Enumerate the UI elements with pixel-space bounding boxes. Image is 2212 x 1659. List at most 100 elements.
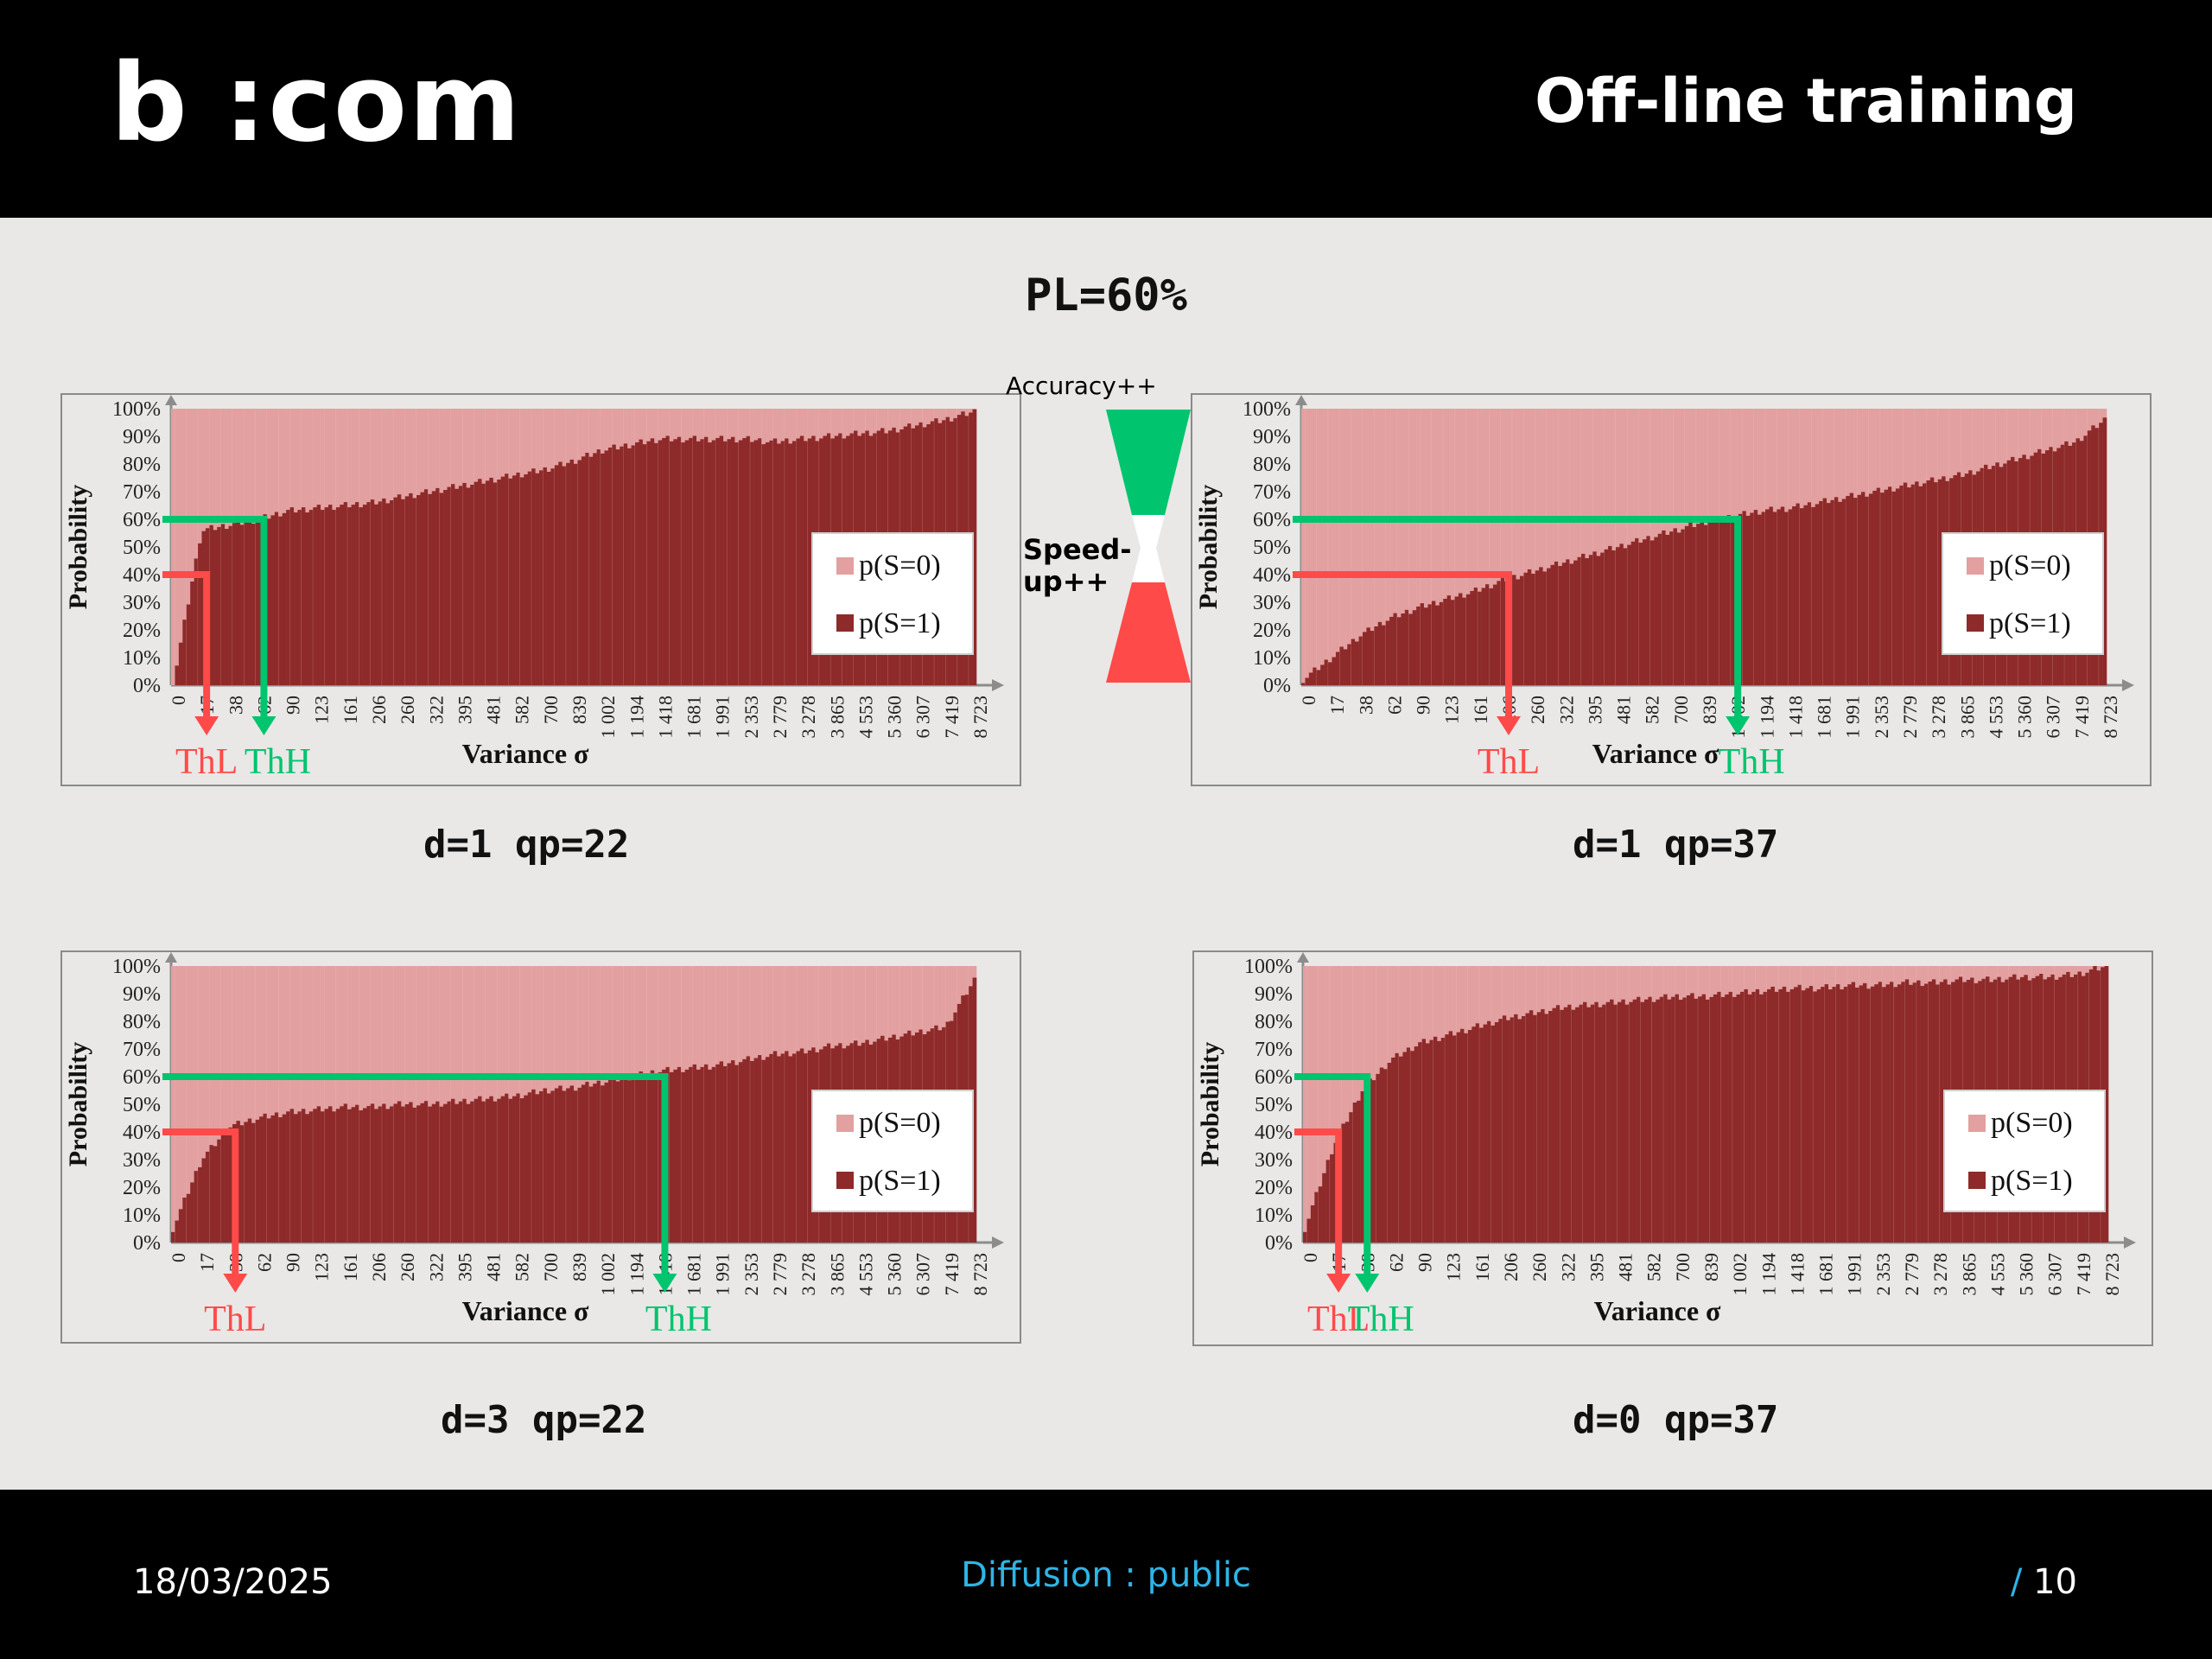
- y-tick-label: 40%: [123, 564, 161, 587]
- bar-p-s0: [635, 409, 639, 442]
- bar-p-s0: [1471, 966, 1477, 1027]
- bar-p-s0: [903, 409, 908, 427]
- bar-p-s0: [2035, 966, 2040, 976]
- bar-p-s0: [1544, 966, 1549, 1014]
- bar-p-s0: [1942, 409, 1946, 477]
- bar-p-s0: [620, 966, 624, 1079]
- bar-p-s1: [1643, 999, 1649, 1243]
- bar-p-s1: [489, 477, 494, 685]
- bar-p-s0: [1865, 409, 1870, 497]
- bar-p-s1: [481, 1101, 486, 1243]
- chart-frame: [60, 393, 1021, 786]
- bar-p-s1: [642, 1076, 647, 1243]
- bar-p-s0: [753, 409, 759, 441]
- bar-p-s0: [535, 966, 540, 1095]
- bar-p-s1: [1586, 1007, 1592, 1243]
- y-tick-label: 20%: [1253, 620, 1291, 642]
- bar-p-s0: [938, 409, 943, 423]
- bar-p-s0: [1961, 409, 1966, 477]
- bar-p-s0: [1995, 409, 2000, 463]
- bar-p-s0: [393, 409, 398, 498]
- bar-p-s0: [1976, 409, 1980, 472]
- bar-p-s1: [1782, 986, 1787, 1243]
- bar-p-s1: [654, 1075, 658, 1243]
- bar-p-s0: [431, 966, 436, 1104]
- bar-p-s0: [385, 966, 391, 1109]
- bar-p-s0: [1308, 409, 1313, 673]
- bar-p-s0: [785, 966, 789, 1052]
- bar-p-s1: [727, 1063, 732, 1243]
- footer-date: 18/03/2025: [133, 1562, 333, 1602]
- bar-p-s0: [539, 966, 543, 1091]
- bar-p-s0: [263, 966, 268, 1114]
- bar-p-s1: [615, 1081, 620, 1243]
- bar-p-s1: [627, 448, 632, 685]
- bar-p-s0: [321, 409, 325, 511]
- bar-p-s1: [1592, 551, 1598, 685]
- bar-p-s0: [2066, 966, 2070, 972]
- bar-p-s1: [1523, 572, 1529, 685]
- bar-p-s1: [1575, 1007, 1580, 1243]
- bar-p-s1: [708, 1069, 713, 1243]
- bar-p-s1: [340, 1106, 345, 1243]
- bar-p-s0: [2027, 966, 2032, 981]
- bar-p-s1: [497, 479, 501, 685]
- bar-p-s0: [884, 409, 889, 434]
- bar-p-s1: [493, 1101, 498, 1243]
- bar-p-s0: [404, 409, 410, 497]
- bar-p-s0: [1838, 409, 1843, 502]
- threshold-high-label: ThH: [1348, 1300, 1414, 1339]
- bar-p-s1: [658, 440, 663, 685]
- bar-p-s0: [1510, 966, 1515, 1018]
- x-tick-label: 3 865: [1956, 696, 1978, 739]
- bar-p-s1: [524, 1095, 529, 1243]
- bar-p-s1: [1308, 672, 1313, 685]
- bar-p-s0: [607, 966, 613, 1080]
- bar-p-s1: [1316, 670, 1321, 685]
- bar-p-s0: [742, 966, 747, 1059]
- bar-p-s1: [585, 1081, 590, 1243]
- bar-p-s1: [727, 439, 732, 685]
- bar-p-s1: [738, 440, 743, 685]
- bar-p-s0: [1788, 409, 1793, 510]
- bar-p-s1: [301, 1109, 306, 1243]
- tradeoff-hourglass-icon: [1106, 410, 1191, 683]
- bar-p-s1: [1585, 557, 1590, 685]
- bar-p-s0: [1533, 966, 1538, 1015]
- y-axis-title: Probability: [64, 1042, 92, 1166]
- bar-p-s1: [588, 1086, 594, 1243]
- y-tick-label: 90%: [123, 426, 161, 448]
- bar-p-s1: [1778, 988, 1783, 1243]
- bar-p-s0: [650, 409, 655, 439]
- y-tick-label: 80%: [123, 1011, 161, 1033]
- bar-p-s0: [700, 966, 705, 1067]
- bar-p-s0: [508, 409, 513, 479]
- bar-p-s0: [2016, 966, 2021, 980]
- bar-p-s1: [1939, 982, 1944, 1243]
- bar-p-s1: [546, 1093, 551, 1243]
- bar-p-s0: [1590, 966, 1595, 1005]
- bar-p-s1: [804, 1053, 809, 1243]
- bar-p-s0: [351, 966, 356, 1108]
- bar-p-s0: [1686, 966, 1691, 995]
- bar-p-s0: [531, 409, 536, 469]
- bar-p-s0: [1605, 966, 1611, 1002]
- bar-p-s0: [1632, 966, 1637, 1000]
- x-axis-arrow: [2122, 679, 2134, 691]
- bar-p-s1: [703, 436, 709, 685]
- bar-p-s1: [791, 441, 797, 685]
- bar-p-s1: [1719, 520, 1724, 685]
- bar-p-s0: [1487, 966, 1491, 1021]
- bar-p-s0: [324, 409, 329, 508]
- bar-p-s0: [458, 966, 463, 1102]
- bar-p-s0: [1899, 409, 1904, 486]
- bar-p-s0: [282, 409, 287, 513]
- bar-p-s1: [650, 1070, 655, 1243]
- bar-p-s0: [581, 966, 586, 1085]
- bar-p-s0: [194, 966, 199, 1172]
- bar-p-s0: [1535, 409, 1540, 571]
- x-tick-label: 260: [1529, 1253, 1550, 1281]
- x-tick-label: 62: [1385, 1253, 1407, 1272]
- bar-p-s0: [1451, 409, 1455, 601]
- bar-p-s0: [892, 409, 897, 428]
